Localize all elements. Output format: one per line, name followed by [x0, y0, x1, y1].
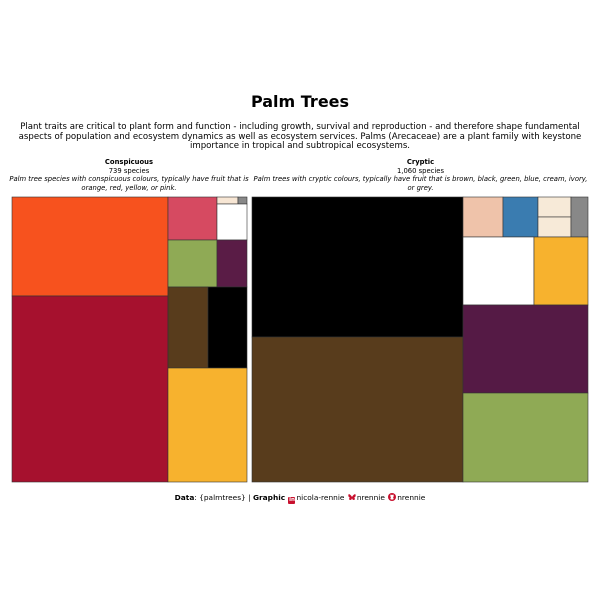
caption-graphic-label: Graphic — [252, 493, 286, 502]
treemap-tile-cryptic-2 — [251, 336, 464, 483]
treemap-tile-conspicuous-8 — [216, 239, 248, 288]
chart-subtitle: Plant traits are critical to plant form … — [18, 122, 582, 152]
treemap-tile-conspicuous-6 — [216, 203, 248, 241]
treemap-tile-cryptic-3 — [462, 196, 504, 238]
treemap-tile-conspicuous-10 — [207, 286, 248, 369]
caption-github-handle[interactable]: nrennie — [397, 493, 426, 502]
treemap-tile-conspicuous-5 — [237, 196, 248, 205]
treemap-tile-cryptic-7 — [570, 196, 589, 238]
caption-data-value: : {palmtrees} | — [194, 493, 253, 502]
linkedin-icon: in — [288, 497, 296, 504]
treemap-tile-conspicuous-1 — [11, 196, 169, 297]
panel-header-cryptic: Cryptic 1,060 species Palm trees with cr… — [250, 158, 591, 192]
panel-description: Palm tree species with conspicuous colou… — [9, 175, 249, 192]
treemap-tile-cryptic-9 — [533, 236, 589, 306]
treemap-tile-cryptic-6 — [537, 216, 572, 238]
panel-count: 1,060 species — [396, 166, 444, 175]
caption-linkedin-handle[interactable]: nicola-rennie — [296, 493, 345, 502]
panel-title: Cryptic — [406, 158, 435, 166]
chart-title: Palm Trees — [250, 92, 350, 111]
github-icon — [388, 493, 397, 501]
treemap-tile-conspicuous-9 — [167, 286, 209, 369]
panel-description: Palm trees with cryptic colours, typical… — [253, 175, 588, 192]
panel-count: 739 species — [108, 166, 150, 175]
caption-bluesky-handle[interactable]: nrennie — [356, 493, 385, 502]
panel-header-conspicuous: Conspicuous 739 species Palm tree specie… — [9, 158, 249, 192]
treemap-tile-cryptic-1 — [251, 196, 464, 338]
treemap-tile-conspicuous-7 — [167, 239, 218, 288]
treemap-tile-cryptic-8 — [462, 236, 535, 306]
treemap-tile-conspicuous-3 — [167, 196, 218, 241]
treemap-tile-cryptic-4 — [502, 196, 539, 238]
treemap-tile-cryptic-10 — [462, 304, 589, 394]
treemap-tile-conspicuous-4 — [216, 196, 239, 205]
bluesky-icon — [348, 494, 356, 500]
panel-title: Conspicuous — [104, 158, 154, 166]
treemap-tile-conspicuous-11 — [167, 367, 248, 483]
caption-data-label: Data — [174, 493, 195, 502]
treemap-tile-cryptic-11 — [462, 392, 589, 483]
treemap-tile-conspicuous-2 — [11, 295, 169, 483]
caption: Data: {palmtrees} | Graphic in nicola-ren… — [0, 493, 600, 504]
treemap-tile-cryptic-5 — [537, 196, 572, 218]
